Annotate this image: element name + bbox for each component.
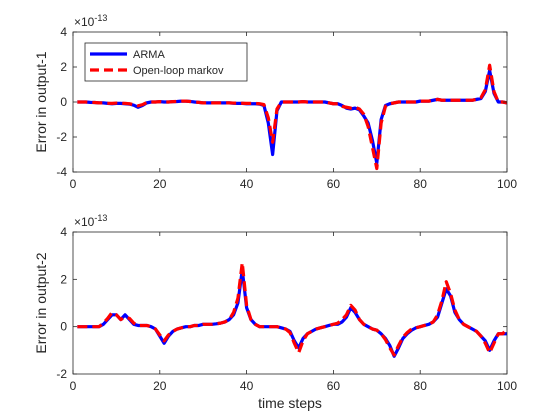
chart-1-x-tick-label: 60 xyxy=(327,177,341,191)
chart-2-series-group xyxy=(77,261,507,358)
chart-1-y-tick-label: 2 xyxy=(60,60,67,74)
chart-1-x-tick-label: 40 xyxy=(240,177,254,191)
chart-1-y-tick-label: -2 xyxy=(56,130,67,144)
chart-2-x-tick-label: 20 xyxy=(153,379,167,393)
chart-1-series-group xyxy=(77,63,507,171)
chart-2-y-tick-label: 2 xyxy=(60,272,67,286)
chart-1-exponent-base: ×10 xyxy=(74,15,95,29)
chart-1-exponent-label: ×10-13 xyxy=(74,13,107,29)
chart-2-x-tick-label: 40 xyxy=(240,379,254,393)
chart-1-x-tick-label: 80 xyxy=(414,177,428,191)
chart-1-legend-label-2: Open-loop markov xyxy=(133,65,224,77)
chart-1-legend: ARMA Open-loop markov xyxy=(84,42,248,82)
chart-1-legend-label-1: ARMA xyxy=(133,49,165,61)
chart-2-y-axis-label: Error in output-2 xyxy=(33,252,49,353)
chart-1-x-tick-label: 100 xyxy=(497,177,517,191)
chart-2-axes-box xyxy=(72,231,508,375)
chart-2-x-axis-label: time steps xyxy=(258,395,322,411)
chart-1-x-tick-label: 20 xyxy=(153,177,167,191)
chart-2-exponent-label: ×10-13 xyxy=(74,213,107,229)
chart-2-exponent-base: ×10 xyxy=(74,215,95,229)
chart-2-y-tick-label: -2 xyxy=(56,367,67,381)
chart-2-x-tick-label: 100 xyxy=(497,379,517,393)
chart-2-exponent-power: -13 xyxy=(94,213,107,223)
chart-1-y-tick-label: -4 xyxy=(56,165,67,179)
chart-2-x-tick-label: 0 xyxy=(70,379,77,393)
chart-1-legend-box xyxy=(84,42,248,82)
chart-2-plot-area xyxy=(73,232,507,374)
chart-1-exponent-power: -13 xyxy=(94,13,107,23)
chart-2-series-line-2 xyxy=(77,261,507,357)
chart-1: 0 20 40 60 80 100 -4 -2 0 2 4 ×10-13 Error in output… xyxy=(33,13,517,191)
chart-2-x-tick-label: 80 xyxy=(414,379,428,393)
chart-1-y-tick-label: 0 xyxy=(60,95,67,109)
chart-2-x-tick-label: 60 xyxy=(327,379,341,393)
chart-1-y-axis-label: Error in output-1 xyxy=(33,51,49,152)
chart-1-series-line-2 xyxy=(77,63,507,171)
chart-2-y-tick-label: 4 xyxy=(60,225,67,239)
chart-1-y-tick-label: 4 xyxy=(60,25,67,39)
chart-2-y-tick-label: 0 xyxy=(60,320,67,334)
chart-1-x-tick-label: 0 xyxy=(70,177,77,191)
